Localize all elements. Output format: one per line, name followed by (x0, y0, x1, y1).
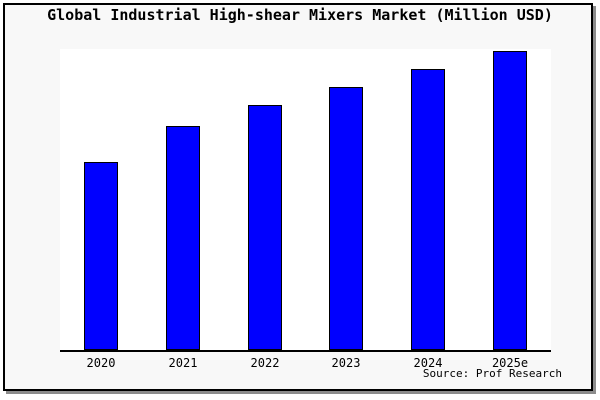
x-tick-label-2020: 2020 (86, 356, 116, 370)
x-tick-label-2024: 2024 (413, 356, 443, 370)
bar-2025e (493, 51, 527, 350)
source-label: Source: Prof Research (422, 367, 562, 380)
bar-2024 (411, 69, 445, 350)
bar-2023 (329, 87, 363, 350)
x-tick-label-2021: 2021 (168, 356, 198, 370)
plot-area (60, 49, 551, 352)
x-tick-label-2025e: 2025e (491, 356, 529, 370)
bar-2020 (84, 162, 118, 350)
chart-title: Global Industrial High-shear Mixers Mark… (47, 6, 553, 24)
x-tick-label-2023: 2023 (331, 356, 361, 370)
bar-2022 (248, 105, 282, 350)
x-tick-label-2022: 2022 (250, 356, 280, 370)
bar-2021 (166, 126, 200, 350)
